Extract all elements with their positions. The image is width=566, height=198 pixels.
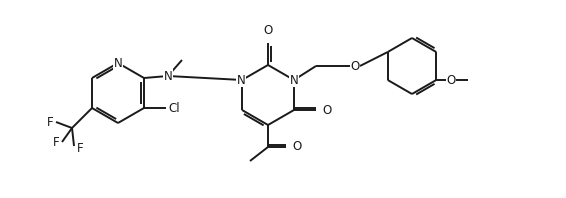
Text: O: O <box>322 104 331 116</box>
Text: N: N <box>290 73 298 87</box>
Text: O: O <box>447 73 456 87</box>
Text: F: F <box>53 135 59 148</box>
Text: N: N <box>164 69 173 83</box>
Text: N: N <box>237 73 246 87</box>
Text: Cl: Cl <box>168 102 179 114</box>
Text: O: O <box>263 24 273 37</box>
Text: F: F <box>77 142 84 154</box>
Text: O: O <box>350 60 359 72</box>
Text: N: N <box>114 56 122 69</box>
Text: F: F <box>46 115 53 129</box>
Text: O: O <box>292 141 301 153</box>
